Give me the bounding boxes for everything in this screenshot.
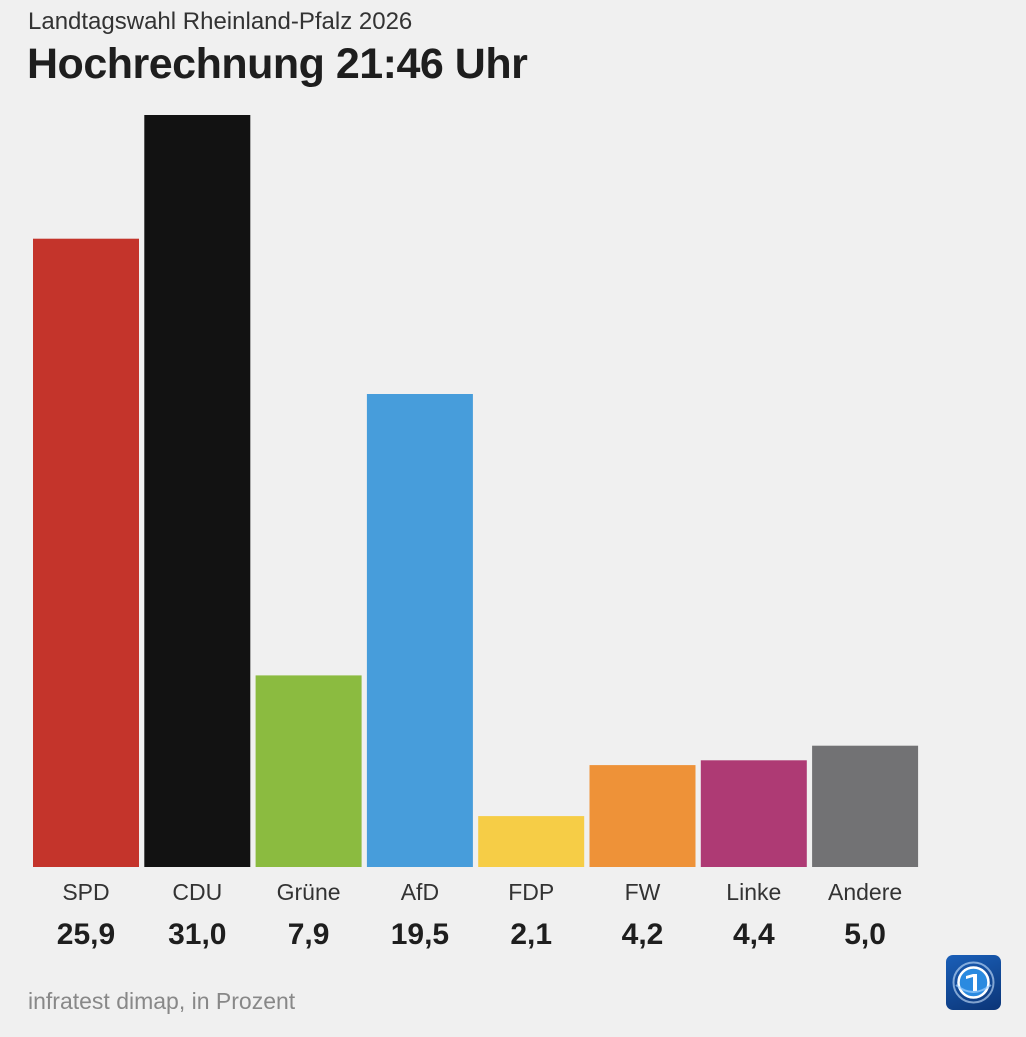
category-label-spd: SPD [62,879,109,905]
bar-afd [366,394,473,867]
category-label-andere: Andere [828,879,902,905]
category-label-linke: Linke [726,879,781,905]
bar-gr-ne [255,675,362,867]
category-label-fdp: FDP [508,879,554,905]
value-label-spd: 25,9 [57,918,115,951]
value-label-fw: 4,2 [622,918,664,951]
value-label-linke: 4,4 [733,918,775,951]
chart-subtitle: Landtagswahl Rheinland-Pfalz 2026 [28,8,413,35]
category-label-afd: AfD [401,879,439,905]
value-label-fdp: 2,1 [510,918,552,951]
source-note: infratest dimap, in Prozent [28,988,296,1014]
bar-spd [33,238,139,867]
bar-andere [812,745,919,867]
bar-fdp [478,816,585,867]
value-label-gr-ne: 7,9 [288,918,330,951]
value-label-afd: 19,5 [391,918,449,951]
value-label-cdu: 31,0 [168,918,226,951]
bar-fw [589,765,696,867]
tagesschau-logo-icon [946,955,1001,1010]
value-label-andere: 5,0 [844,918,886,951]
bar-cdu [144,115,251,867]
category-label-gr-ne: Grüne [277,879,341,905]
chart-title: Hochrechnung 21:46 Uhr [27,40,528,88]
bar-linke [700,760,807,867]
category-label-cdu: CDU [172,879,222,905]
bar-chart: SPD 25,9 CDU 31,0 Grüne 7,9 AfD 19,5 FDP 2,1 FW 4,2… [33,115,919,951]
category-label-fw: FW [625,879,661,905]
